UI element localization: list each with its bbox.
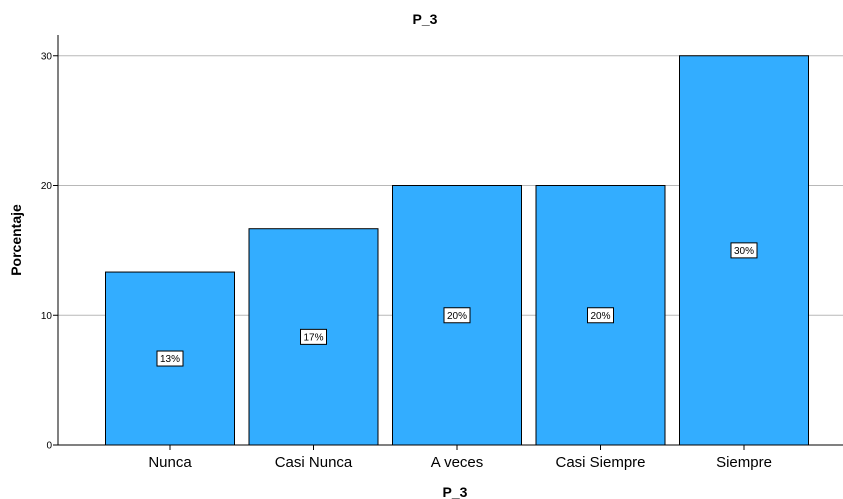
chart-title: P_3 xyxy=(413,11,438,27)
bars xyxy=(105,55,809,446)
data-label-box xyxy=(587,307,614,324)
data-label-box xyxy=(730,242,758,259)
data-label: 13% xyxy=(160,354,180,365)
data-labels: 13% 17% 20% 20% 30% xyxy=(156,242,758,367)
data-label: 20% xyxy=(447,311,467,322)
x-tick-label: Casi Siempre xyxy=(555,454,645,471)
data-label-box xyxy=(156,350,184,367)
data-label-box xyxy=(300,328,327,345)
x-axis-label: P_3 xyxy=(443,484,468,499)
x-tick-label: Casi Nunca xyxy=(275,454,353,471)
data-label: 30% xyxy=(734,246,754,257)
x-tick-label: Nunca xyxy=(148,454,192,471)
data-label: 20% xyxy=(590,311,610,322)
data-label: 17% xyxy=(303,332,323,343)
y-tick-label: 0 xyxy=(46,441,52,452)
y-axis-label: Porcentaje xyxy=(8,204,24,276)
x-tick-label: Siempre xyxy=(716,454,772,471)
x-tick-label: A veces xyxy=(431,454,484,471)
x-axis-ticks: Nunca Casi Nunca A veces Casi Siempre Siempr… xyxy=(148,445,772,471)
y-tick-label: 10 xyxy=(41,311,53,322)
y-axis-ticks: 0 10 20 30 xyxy=(41,51,58,452)
y-tick-label: 30 xyxy=(41,51,53,62)
data-label-box xyxy=(443,307,471,324)
y-tick-label: 20 xyxy=(41,181,53,192)
